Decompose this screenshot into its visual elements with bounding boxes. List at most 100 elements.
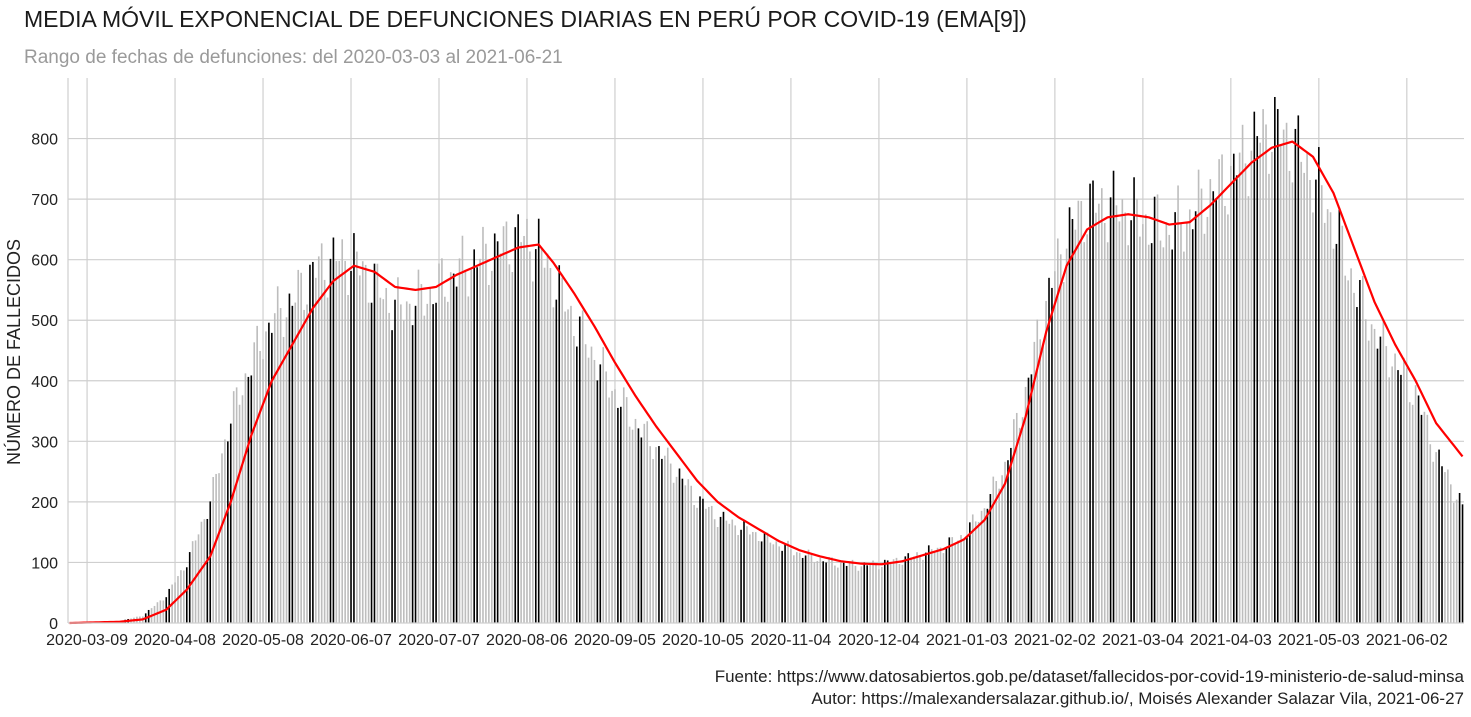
daily-bar — [1183, 251, 1185, 623]
daily-bar — [268, 322, 270, 623]
daily-bar — [1347, 280, 1349, 623]
daily-bar — [338, 260, 341, 623]
daily-bar — [775, 541, 778, 623]
daily-bar — [549, 268, 552, 623]
daily-bar — [473, 249, 475, 623]
daily-bar — [1303, 172, 1305, 623]
daily-bar — [778, 546, 780, 623]
daily-bar — [1004, 461, 1006, 623]
daily-bar — [1224, 205, 1226, 623]
daily-bar — [262, 359, 264, 623]
daily-bar — [1367, 340, 1370, 623]
daily-bar — [1423, 411, 1426, 623]
daily-bar — [1013, 419, 1015, 623]
y-tick-label: 800 — [31, 132, 58, 149]
daily-bar — [1385, 346, 1388, 623]
daily-bar — [1030, 374, 1033, 623]
daily-bar — [526, 218, 528, 624]
daily-bar — [244, 373, 247, 623]
daily-bar — [1221, 154, 1223, 623]
daily-bar — [496, 241, 499, 624]
daily-bar — [878, 569, 880, 623]
daily-bar — [1230, 165, 1232, 623]
x-tick-label: 2020-12-04 — [838, 632, 920, 649]
daily-bar — [1276, 109, 1279, 624]
daily-bar — [1218, 159, 1220, 623]
daily-bar — [279, 308, 282, 623]
daily-bar — [312, 261, 314, 623]
daily-bar — [276, 286, 279, 623]
daily-bar — [323, 279, 326, 623]
daily-bar — [1121, 199, 1124, 623]
daily-bar — [1089, 183, 1091, 623]
daily-bar — [722, 511, 725, 623]
daily-bar — [1241, 124, 1244, 624]
daily-bar — [397, 277, 399, 623]
daily-bar — [218, 473, 220, 623]
daily-bar — [1101, 188, 1103, 623]
daily-bar — [828, 557, 830, 623]
daily-bar — [1018, 427, 1021, 623]
daily-bar — [1382, 319, 1385, 623]
daily-bar — [1168, 234, 1171, 623]
daily-bar — [998, 488, 1000, 623]
daily-bar — [1364, 319, 1367, 623]
daily-bar — [1124, 212, 1127, 623]
daily-bar — [1118, 221, 1121, 623]
daily-bar — [385, 287, 388, 623]
daily-bar — [479, 258, 481, 623]
daily-bar — [971, 514, 974, 623]
daily-bar — [669, 463, 672, 623]
y-tick-label: 300 — [31, 434, 58, 451]
x-tick-label: 2021-05-03 — [1278, 632, 1360, 649]
daily-bar — [1329, 212, 1332, 623]
daily-bar — [1206, 216, 1209, 623]
daily-bar — [441, 258, 443, 623]
daily-bar — [825, 562, 827, 623]
daily-bar — [725, 520, 728, 623]
daily-bar — [936, 547, 939, 623]
daily-bar — [529, 251, 531, 623]
daily-bar — [408, 303, 411, 623]
daily-bar — [628, 426, 631, 623]
daily-bar — [1209, 179, 1212, 623]
daily-bar — [215, 473, 217, 623]
daily-bar — [869, 565, 871, 623]
daily-bar — [875, 562, 877, 623]
daily-bar — [400, 304, 402, 623]
daily-bar — [769, 542, 772, 623]
daily-bar — [361, 261, 364, 623]
daily-bar — [438, 263, 440, 623]
axes: 0 100 200 300 400 500 600 700 800 2020-03-09 2020-… — [31, 78, 1464, 649]
daily-bar — [435, 302, 437, 623]
daily-bar — [605, 371, 607, 623]
daily-bar — [1086, 234, 1088, 623]
daily-bar — [537, 218, 540, 623]
daily-bar — [1165, 222, 1168, 623]
daily-bar — [259, 350, 261, 623]
daily-bar — [564, 311, 566, 623]
daily-bar — [514, 227, 517, 624]
daily-bar — [1320, 185, 1323, 623]
daily-bar — [253, 342, 256, 623]
daily-bar — [1036, 319, 1039, 623]
daily-bar — [1153, 196, 1156, 623]
daily-bar — [977, 521, 980, 623]
daily-bar — [1197, 169, 1200, 623]
daily-bar — [1235, 175, 1238, 623]
x-tick-label: 2020-04-08 — [134, 632, 216, 649]
daily-bar — [854, 565, 857, 623]
daily-bar — [951, 537, 954, 623]
daily-bar — [848, 562, 851, 623]
daily-bar — [1021, 417, 1024, 623]
y-tick-label: 200 — [31, 495, 58, 512]
daily-bar — [925, 552, 927, 623]
daily-bar — [1356, 307, 1358, 623]
daily-bar — [376, 263, 379, 623]
daily-bar — [593, 359, 596, 623]
daily-bar — [1203, 233, 1206, 624]
daily-bar — [534, 249, 537, 624]
daily-bar — [247, 376, 250, 623]
daily-bar — [699, 496, 701, 623]
daily-bar — [1109, 197, 1112, 623]
